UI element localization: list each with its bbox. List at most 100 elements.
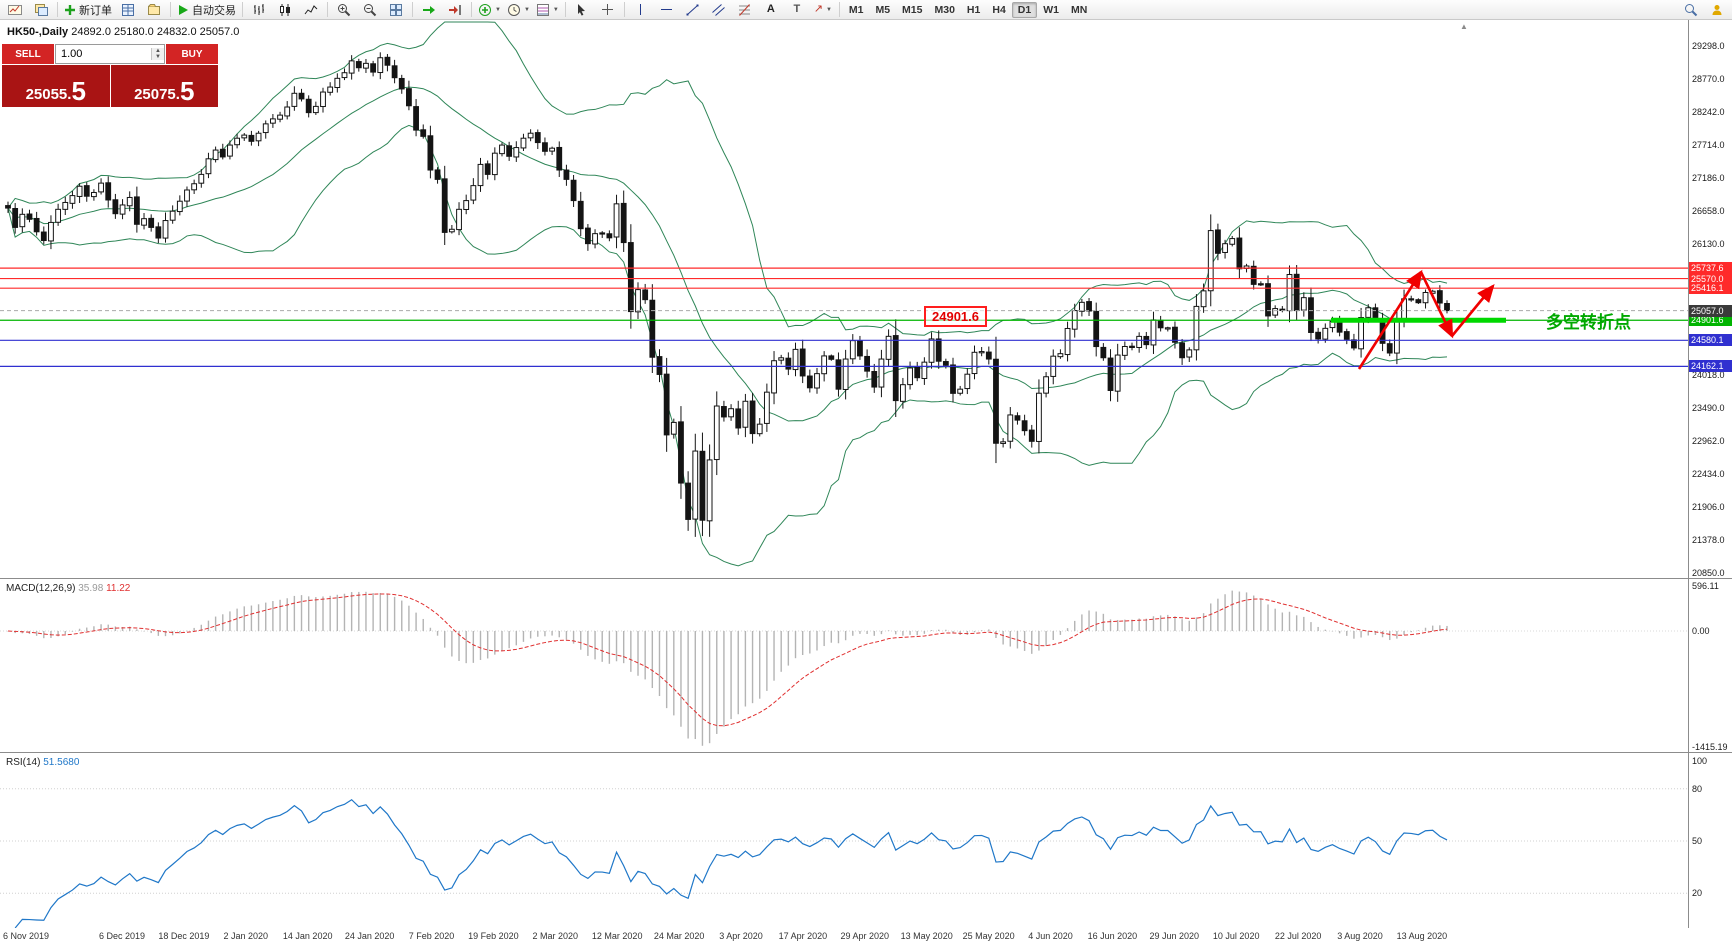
buy-price-big-digit: 5 (179, 76, 195, 106)
channel-tool-button[interactable] (706, 0, 732, 20)
axis-label: 21378.0 (1692, 535, 1725, 546)
new-order-plus-icon (64, 4, 76, 16)
macd-indicator-label: MACD(12,26,9) 35.98 11.22 (6, 583, 130, 594)
timeframe-button-m1[interactable]: M1 (848, 3, 864, 16)
label-tool-button[interactable]: T (784, 0, 810, 20)
line-chart-button[interactable] (298, 0, 324, 20)
auto-scroll-button[interactable] (416, 0, 442, 20)
buy-button[interactable]: BUY (166, 44, 218, 64)
autotrading-button[interactable]: 自动交易 (174, 0, 239, 20)
timeframe-button-m5[interactable]: M5 (875, 3, 891, 16)
cursor-tool-button[interactable] (569, 0, 595, 20)
auto-scroll-icon (422, 3, 436, 17)
timeframe-button-m30[interactable]: M30 (934, 3, 955, 16)
toolbar-separator (471, 2, 472, 17)
timeframe-button-h4[interactable]: H4 (992, 3, 1006, 16)
date-label: 29 Apr 2020 (840, 931, 890, 941)
date-label: 12 Mar 2020 (591, 931, 643, 941)
macd-signal-value: 11.22 (106, 583, 131, 594)
date-label: 29 Jun 2020 (1149, 931, 1200, 941)
buy-price-button[interactable]: 25075. 5 (110, 65, 218, 107)
horizontal-line-tool-button[interactable] (654, 0, 680, 20)
price-axis[interactable]: 29298.0 28770.0 28242.0 27714.0 27186.0 26658… (1688, 20, 1732, 928)
chart-shift-button[interactable] (442, 0, 468, 20)
new-order-button[interactable]: 新订单 (61, 0, 115, 20)
price-tag: 25737.6 (1689, 262, 1732, 275)
indicators-button[interactable]: ▼ (475, 0, 504, 20)
candlestick-chart-icon (278, 3, 292, 17)
indicators-icon (478, 3, 492, 17)
rsi-name: RSI(14) (6, 757, 41, 768)
vertical-line-tool-button[interactable] (628, 0, 654, 20)
fibonacci-tool-button[interactable] (732, 0, 758, 20)
text-tool-button[interactable]: A (758, 0, 784, 20)
date-label: 3 Aug 2020 (1337, 931, 1383, 941)
search-button[interactable] (1678, 0, 1704, 20)
date-label: 17 Apr 2020 (778, 931, 828, 941)
templates-button[interactable]: ▼ (533, 0, 562, 20)
date-label: 19 Feb 2020 (468, 931, 519, 941)
axis-label: 26658.0 (1692, 205, 1725, 216)
toolbar-separator (170, 2, 171, 17)
sell-price-big-digit: 5 (71, 76, 86, 106)
date-label: 13 Aug 2020 (1396, 931, 1448, 941)
buy-price-main: 25075. (134, 86, 180, 103)
periods-button[interactable]: ▼ (504, 0, 533, 20)
volume-input[interactable] (56, 48, 151, 60)
navigator-button[interactable] (141, 0, 167, 20)
chart-shift-marker[interactable]: ▲ (1460, 22, 1468, 31)
arrows-tool-button[interactable]: ↗ ▼ (810, 0, 836, 20)
volume-field: ▲ ▼ (55, 44, 165, 64)
one-click-trading-panel: SELL ▲ ▼ BUY 25055.5 25075.5 (2, 44, 218, 107)
axis-label: 27186.0 (1692, 172, 1725, 183)
axis-label: 596.11 (1692, 581, 1719, 591)
crosshair-tool-button[interactable] (595, 0, 621, 20)
tile-windows-button[interactable] (383, 0, 409, 20)
candlestick-chart-button[interactable] (272, 0, 298, 20)
text-tool-icon: A (766, 3, 775, 15)
sell-price-main: 25055. (25, 86, 72, 103)
axis-label: 50 (1692, 836, 1703, 846)
zoom-out-button[interactable] (357, 0, 383, 20)
pane-separator[interactable] (0, 752, 1732, 753)
market-watch-icon (121, 3, 135, 17)
bar-chart-button[interactable] (246, 0, 272, 20)
autotrading-label: 自动交易 (192, 4, 236, 17)
autotrading-play-icon (177, 4, 189, 16)
timeframe-button-mn[interactable]: MN (1070, 3, 1088, 16)
axis-label: 27714.0 (1692, 139, 1725, 150)
timeframe-button-w1[interactable]: W1 (1043, 3, 1059, 16)
sell-button[interactable]: SELL (2, 44, 54, 64)
timeframe-button-h1[interactable]: H1 (966, 3, 981, 16)
sell-price-button[interactable]: 25055. 5 (2, 65, 110, 107)
chart-shift-icon (448, 3, 462, 17)
new-chart-button[interactable] (2, 0, 28, 20)
annotation-price-label: 24901.6 (924, 306, 987, 327)
time-axis[interactable]: 6 Nov 2019 6 Dec 2019 18 Dec 2019 2 Jan 202… (0, 928, 1732, 946)
timeframe-button-m15[interactable]: M15 (902, 3, 923, 16)
volume-down-button[interactable]: ▼ (152, 54, 164, 60)
zoom-in-icon (337, 3, 351, 17)
chart-window[interactable]: 29298.0 28770.0 28242.0 27714.0 27186.0 26658… (0, 20, 1732, 946)
toolbar-separator (242, 2, 243, 17)
new-chart-icon (8, 3, 22, 17)
pane-separator[interactable] (0, 578, 1732, 579)
axis-label: 100 (1692, 756, 1708, 766)
arrow-tool-icon: ↗ (813, 3, 823, 15)
zoom-in-button[interactable] (331, 0, 357, 20)
community-button[interactable] (1704, 0, 1730, 20)
timeframe-button-d1[interactable]: D1 (1011, 1, 1038, 18)
profiles-button[interactable] (28, 0, 54, 20)
axis-label: 26130.0 (1692, 238, 1725, 249)
trendline-tool-button[interactable] (680, 0, 706, 20)
search-icon (1684, 3, 1698, 17)
date-label: 6 Nov 2019 (2, 931, 50, 941)
timeframe-toolbar: M1 M5 M15 M30 H1 H4 D1 W1 MN (843, 1, 1093, 18)
date-label: 3 Apr 2020 (719, 931, 763, 941)
date-label: 13 May 2020 (900, 931, 953, 941)
volume-up-button[interactable]: ▲ (152, 48, 164, 54)
dropdown-caret-icon: ▼ (495, 6, 501, 13)
date-label: 10 Jul 2020 (1212, 931, 1260, 941)
market-watch-button[interactable] (115, 0, 141, 20)
